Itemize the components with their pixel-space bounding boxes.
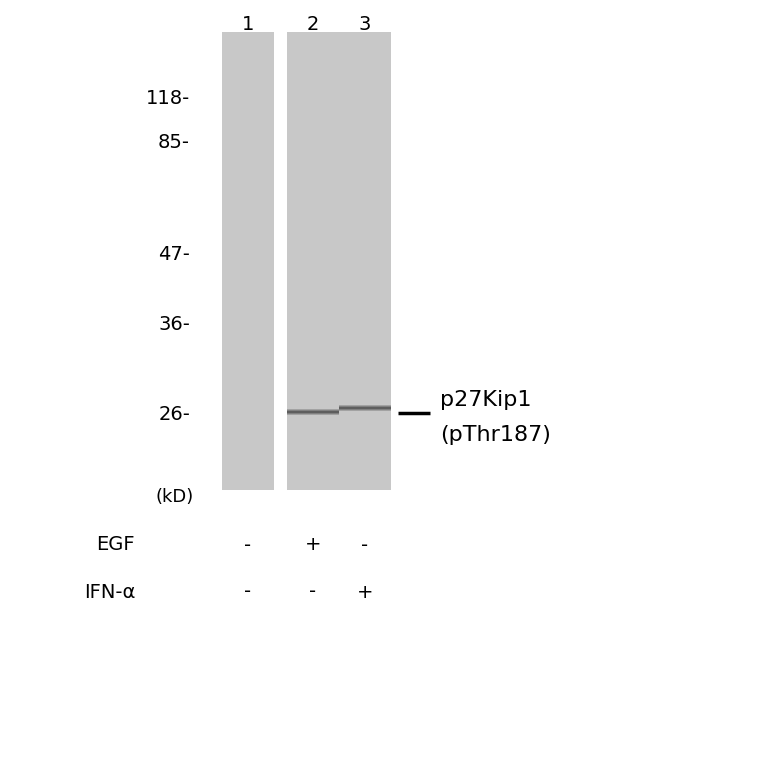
- Bar: [339, 32, 391, 490]
- Text: EGF: EGF: [96, 536, 135, 555]
- Bar: [287, 32, 339, 490]
- Text: p27Kip1: p27Kip1: [440, 390, 532, 410]
- Text: -: -: [244, 536, 251, 555]
- Text: 26-: 26-: [158, 406, 190, 425]
- Text: (pThr187): (pThr187): [440, 425, 551, 445]
- Text: (kD): (kD): [156, 488, 194, 506]
- Text: IFN-α: IFN-α: [83, 582, 135, 601]
- Text: -: -: [361, 536, 368, 555]
- Text: 85-: 85-: [158, 134, 190, 153]
- Text: 3: 3: [359, 15, 371, 34]
- Text: 1: 1: [242, 15, 254, 34]
- Text: -: -: [309, 582, 316, 601]
- Text: 36-: 36-: [158, 316, 190, 335]
- Text: 2: 2: [307, 15, 319, 34]
- Text: 47-: 47-: [158, 245, 190, 264]
- Text: +: +: [305, 536, 321, 555]
- Bar: [222, 32, 274, 490]
- Text: +: +: [357, 582, 374, 601]
- Text: -: -: [244, 582, 251, 601]
- Text: 118-: 118-: [146, 89, 190, 108]
